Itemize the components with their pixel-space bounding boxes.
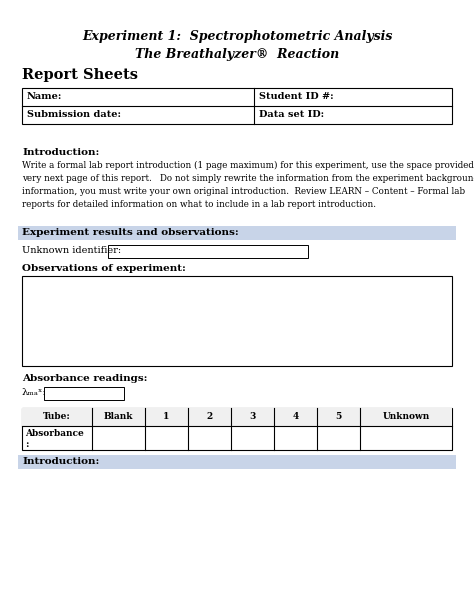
Text: Experiment results and observations:: Experiment results and observations:	[22, 228, 239, 237]
Text: Experiment 1:  Spectrophotometric Analysis: Experiment 1: Spectrophotometric Analysi…	[82, 30, 392, 43]
Text: Tube:: Tube:	[43, 412, 71, 421]
Text: Absorbance
:: Absorbance :	[25, 429, 84, 449]
Text: Blank: Blank	[104, 412, 133, 421]
Text: 5: 5	[336, 412, 342, 421]
Text: Introduction:: Introduction:	[22, 457, 100, 466]
Text: 2: 2	[206, 412, 213, 421]
Bar	[18, 455, 456, 469]
Text: λₘₐˣ:: λₘₐˣ:	[22, 388, 47, 397]
Text: Student ID #:: Student ID #:	[259, 92, 334, 101]
Bar	[108, 245, 308, 258]
Text: Introduction:: Introduction:	[22, 148, 100, 157]
Text: 1: 1	[164, 412, 170, 421]
Bar	[22, 408, 452, 426]
Bar	[44, 387, 124, 400]
Text: Write a formal lab report introduction (1 page maximum) for this experiment, use: Write a formal lab report introduction (…	[22, 161, 474, 208]
Text: Report Sheets: Report Sheets	[22, 68, 138, 82]
Bar	[18, 226, 456, 240]
Text: Data set ID:: Data set ID:	[259, 110, 324, 119]
Text: 3: 3	[249, 412, 255, 421]
Text: Submission date:: Submission date:	[27, 110, 121, 119]
Text: 4: 4	[292, 412, 299, 421]
Text: Name:: Name:	[27, 92, 63, 101]
Text: Observations of experiment:: Observations of experiment:	[22, 264, 186, 273]
Bar	[22, 408, 452, 450]
Text: Unknown: Unknown	[383, 412, 429, 421]
Bar	[22, 276, 452, 366]
Text: Absorbance readings:: Absorbance readings:	[22, 374, 147, 383]
Text: The Breathalyzer®  Reaction: The Breathalyzer® Reaction	[135, 48, 339, 61]
Text: Unknown identifier:: Unknown identifier:	[22, 246, 121, 255]
Bar	[22, 88, 452, 124]
